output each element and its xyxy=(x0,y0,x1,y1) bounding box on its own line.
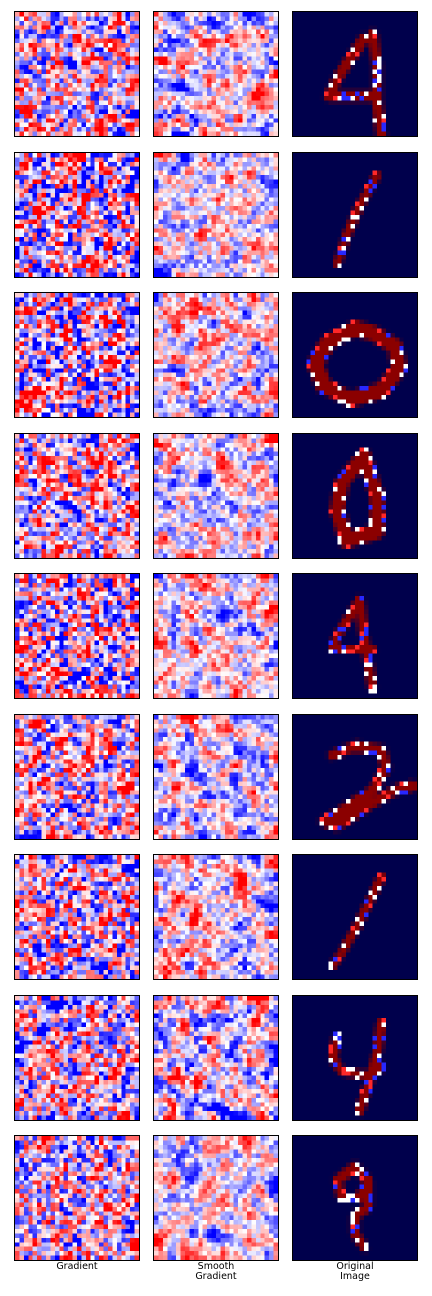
column-label-gradient: Gradient xyxy=(56,1261,98,1272)
original-image-5 xyxy=(292,573,418,699)
gradient-heatmap xyxy=(15,715,139,839)
gradient-map-5 xyxy=(14,573,140,699)
gradient-map-7 xyxy=(14,854,140,980)
original-heatmap xyxy=(293,293,417,417)
smooth-gradient-heatmap xyxy=(154,293,278,417)
smooth-gradient-heatmap xyxy=(154,715,278,839)
original-image-6 xyxy=(292,714,418,840)
smooth-gradient-heatmap xyxy=(154,12,278,136)
original-image-3 xyxy=(292,292,418,418)
gradient-heatmap xyxy=(15,855,139,979)
smooth-gradient-heatmap xyxy=(154,153,278,277)
gradient-map-1 xyxy=(14,11,140,137)
original-image-9 xyxy=(292,1135,418,1261)
gradient-heatmap xyxy=(15,434,139,558)
gradient-map-2 xyxy=(14,152,140,278)
gradient-heatmap xyxy=(15,153,139,277)
smooth-gradient-map-3 xyxy=(153,292,279,418)
original-image-7 xyxy=(292,854,418,980)
smooth-gradient-map-2 xyxy=(153,152,279,278)
gradient-heatmap xyxy=(15,996,139,1120)
original-heatmap xyxy=(293,996,417,1120)
smooth-gradient-map-9 xyxy=(153,1135,279,1261)
original-heatmap xyxy=(293,715,417,839)
smooth-gradient-map-7 xyxy=(153,854,279,980)
smooth-gradient-heatmap xyxy=(154,996,278,1120)
gradient-heatmap xyxy=(15,293,139,417)
column-label-original-image: Original Image xyxy=(336,1261,374,1282)
gradient-heatmap xyxy=(15,574,139,698)
original-heatmap xyxy=(293,153,417,277)
original-heatmap xyxy=(293,855,417,979)
original-heatmap xyxy=(293,574,417,698)
smooth-gradient-heatmap xyxy=(154,574,278,698)
gradient-heatmap xyxy=(15,1136,139,1260)
original-heatmap xyxy=(293,12,417,136)
smooth-gradient-map-8 xyxy=(153,995,279,1121)
original-heatmap xyxy=(293,1136,417,1260)
original-image-1 xyxy=(292,11,418,137)
smooth-gradient-map-5 xyxy=(153,573,279,699)
gradient-map-9 xyxy=(14,1135,140,1261)
column-label-smooth-gradient: Smooth Gradient xyxy=(195,1261,237,1282)
smooth-gradient-map-1 xyxy=(153,11,279,137)
original-image-8 xyxy=(292,995,418,1121)
original-heatmap xyxy=(293,434,417,558)
gradient-map-4 xyxy=(14,433,140,559)
smooth-gradient-heatmap xyxy=(154,1136,278,1260)
smooth-gradient-map-4 xyxy=(153,433,279,559)
gradient-map-8 xyxy=(14,995,140,1121)
original-image-2 xyxy=(292,152,418,278)
smooth-gradient-heatmap xyxy=(154,855,278,979)
gradient-map-3 xyxy=(14,292,140,418)
original-image-4 xyxy=(292,433,418,559)
smooth-gradient-heatmap xyxy=(154,434,278,558)
gradient-heatmap xyxy=(15,12,139,136)
gradient-map-6 xyxy=(14,714,140,840)
smooth-gradient-map-6 xyxy=(153,714,279,840)
